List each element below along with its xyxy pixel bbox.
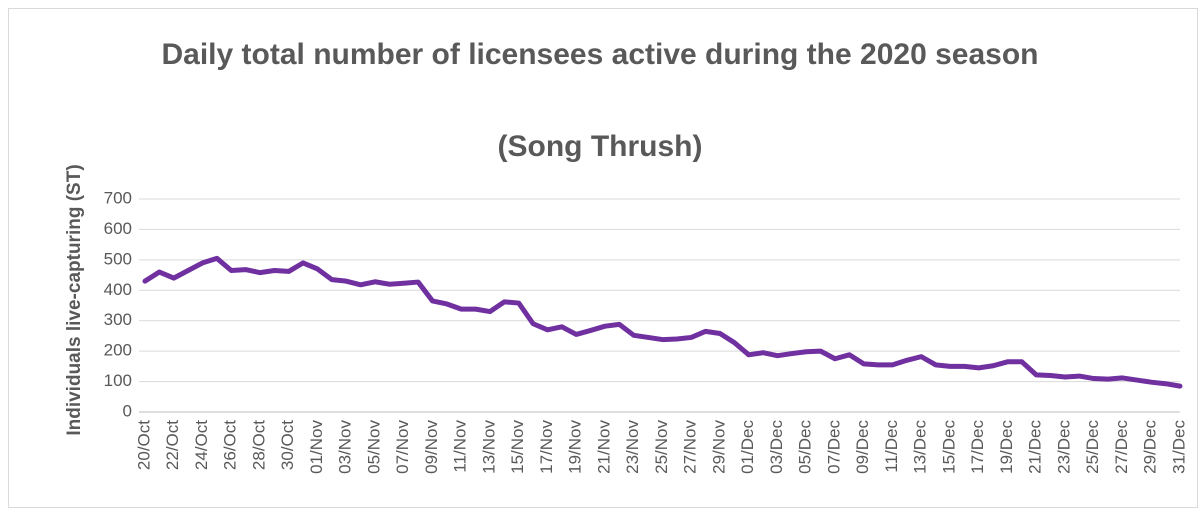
y-tick-label: 700 — [104, 188, 132, 207]
x-tick-label: 07/Nov — [393, 420, 412, 474]
x-tick-label: 09/Dec — [853, 420, 872, 474]
x-tick-label: 03/Dec — [767, 420, 786, 474]
x-tick-label: 21/Dec — [1026, 420, 1045, 474]
x-tick-label: 31/Dec — [1169, 420, 1188, 474]
x-tick-label: 23/Nov — [623, 420, 642, 474]
y-tick-label: 400 — [104, 280, 132, 299]
chart-subtitle: (Song Thrush) — [497, 130, 703, 163]
x-tick-label: 23/Dec — [1054, 420, 1073, 474]
x-tick-label: 15/Dec — [939, 420, 958, 474]
x-tick-label: 15/Nov — [508, 420, 527, 474]
x-tick-label: 11/Nov — [451, 420, 470, 473]
y-tick-label: 500 — [104, 249, 132, 268]
x-tick-label: 17/Dec — [968, 420, 987, 474]
x-tick-label: 24/Oct — [192, 420, 211, 470]
chart-title: Daily total number of licensees active d… — [161, 38, 1039, 71]
x-tick-label: 27/Nov — [681, 420, 700, 474]
x-tick-label: 09/Nov — [422, 420, 441, 474]
x-tick-label: 13/Dec — [911, 420, 930, 474]
x-tick-label: 17/Nov — [537, 420, 556, 474]
y-tick-label: 200 — [104, 341, 132, 360]
x-tick-label: 01/Dec — [738, 420, 757, 474]
x-tick-label: 19/Dec — [997, 420, 1016, 474]
y-tick-label: 600 — [104, 219, 132, 238]
x-tick-label: 25/Nov — [652, 420, 671, 474]
x-tick-label: 30/Oct — [278, 420, 297, 470]
x-tick-label: 22/Oct — [163, 420, 182, 470]
x-tick-label: 19/Nov — [566, 420, 585, 474]
y-tick-label: 0 — [123, 401, 132, 420]
x-tick-label: 11/Dec — [882, 420, 901, 473]
y-axis-label: Individuals live-capturing (ST) — [64, 164, 85, 435]
x-tick-label: 07/Dec — [824, 420, 843, 474]
x-tick-label: 13/Nov — [479, 420, 498, 474]
x-tick-label: 29/Dec — [1141, 420, 1160, 474]
x-tick-label: 05/Nov — [364, 420, 383, 474]
x-tick-label: 29/Nov — [709, 420, 728, 474]
x-tick-label: 05/Dec — [796, 420, 815, 474]
y-tick-label: 300 — [104, 310, 132, 329]
x-tick-label: 21/Nov — [594, 420, 613, 474]
x-tick-label: 01/Nov — [307, 420, 326, 474]
chart-frame — [8, 8, 1198, 508]
x-tick-label: 20/Oct — [134, 420, 153, 470]
x-tick-label: 03/Nov — [336, 420, 355, 474]
x-tick-label: 26/Oct — [221, 420, 240, 470]
x-tick-label: 28/Oct — [249, 420, 268, 470]
x-tick-label: 27/Dec — [1112, 420, 1131, 474]
x-tick-label: 25/Dec — [1083, 420, 1102, 474]
y-tick-label: 100 — [104, 371, 132, 390]
data-line — [142, 255, 1183, 389]
